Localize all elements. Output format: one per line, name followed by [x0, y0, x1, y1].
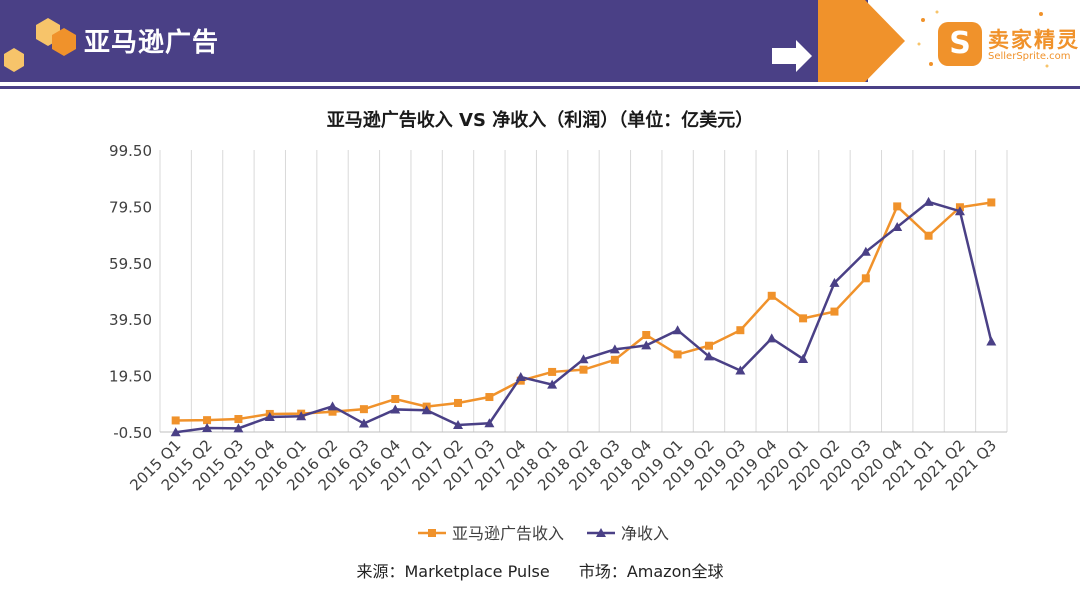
data-point — [548, 367, 557, 376]
chart-title: 亚马逊广告收入 VS 净收入（利润）（单位：亿美元） — [326, 110, 754, 131]
data-point — [421, 405, 432, 415]
y-tick-label: 39.50 — [109, 311, 152, 329]
data-point — [986, 336, 997, 346]
data-point — [766, 333, 777, 343]
brand-logo-icon: S — [938, 22, 982, 66]
data-point — [579, 365, 588, 374]
source-label: 来源：Marketplace Pulse — [356, 562, 550, 581]
data-point — [170, 427, 181, 437]
header: 亚马逊广告 S 卖家精灵 SellerSprite.com — [0, 0, 1080, 89]
legend-marker — [596, 528, 606, 537]
data-point — [860, 246, 871, 256]
data-point — [327, 401, 338, 411]
brand-url: SellerSprite.com — [988, 51, 1071, 62]
data-point — [642, 330, 651, 339]
data-point — [203, 416, 212, 425]
legend-marker — [428, 529, 436, 537]
data-point — [234, 415, 243, 424]
data-point — [390, 404, 401, 414]
legend-label: 净收入 — [621, 524, 669, 543]
data-point — [924, 231, 933, 240]
data-point — [391, 395, 400, 404]
data-point — [704, 341, 713, 350]
data-point — [233, 423, 244, 433]
data-point — [328, 407, 337, 416]
data-point — [923, 196, 934, 206]
header-band — [0, 0, 868, 82]
data-point — [202, 423, 213, 433]
data-point — [641, 340, 652, 350]
source-note: 来源：Marketplace Pulse 市场：Amazon全球 — [0, 558, 1080, 582]
data-point — [296, 411, 307, 421]
data-point — [703, 351, 714, 361]
series-line — [175, 200, 993, 434]
page-title: 亚马逊广告 — [84, 28, 220, 58]
dots-decoration-icon — [917, 10, 1049, 68]
data-point — [359, 405, 368, 414]
data-point — [892, 221, 903, 231]
data-point — [454, 398, 463, 407]
data-point — [830, 307, 839, 316]
header-divider — [0, 86, 1080, 89]
y-tick-label: 19.50 — [109, 368, 152, 386]
series-line — [175, 201, 992, 422]
data-point — [264, 412, 275, 422]
y-tick-label: 59.50 — [109, 255, 152, 273]
data-point — [578, 354, 589, 364]
data-point — [672, 325, 683, 335]
data-point — [485, 393, 494, 402]
brand-name: 卖家精灵 — [988, 28, 1080, 52]
data-point — [609, 344, 620, 354]
data-point — [799, 314, 808, 323]
y-tick-label: 79.50 — [109, 198, 152, 216]
data-point — [893, 202, 902, 211]
data-point — [484, 418, 495, 428]
market-label: 市场：Amazon全球 — [578, 562, 724, 581]
data-point — [736, 326, 745, 335]
data-point — [767, 291, 776, 300]
data-point — [987, 198, 996, 207]
data-point — [861, 274, 870, 283]
hexagon-decoration-icon — [4, 18, 76, 72]
data-point — [358, 418, 369, 428]
data-point — [547, 379, 558, 389]
data-point — [453, 419, 464, 429]
data-point — [673, 350, 682, 359]
data-point — [610, 355, 619, 364]
arrow-decoration-icon — [772, 0, 905, 82]
data-point — [735, 365, 746, 375]
legend-label: 亚马逊广告收入 — [452, 524, 564, 543]
data-point — [171, 416, 180, 425]
data-point — [798, 353, 809, 363]
data-point — [954, 206, 965, 216]
y-tick-label: -0.50 — [113, 424, 152, 442]
y-tick-label: 99.50 — [109, 142, 152, 160]
data-point — [829, 277, 840, 287]
data-point — [515, 372, 526, 382]
